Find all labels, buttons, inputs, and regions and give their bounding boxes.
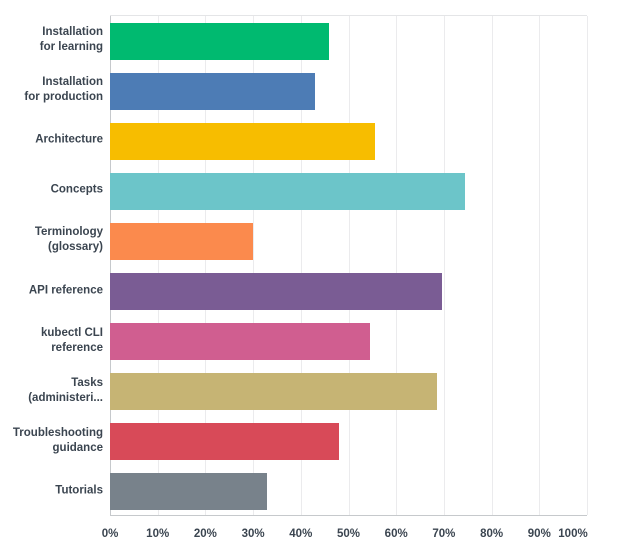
x-axis-tick-label: 10% xyxy=(146,528,170,540)
gridline xyxy=(443,16,445,515)
bar xyxy=(110,122,375,160)
x-axis-tick-label: 20% xyxy=(193,528,217,540)
x-axis-tick-label: 30% xyxy=(241,528,265,540)
y-axis-line xyxy=(110,16,111,515)
category-label: Concepts xyxy=(50,183,103,196)
gridline xyxy=(253,16,255,515)
x-axis-tick-label: 80% xyxy=(480,528,504,540)
x-axis-tick-label: 50% xyxy=(336,528,361,540)
category-label: Installation for production xyxy=(24,76,103,104)
x-axis-tick-label: 0% xyxy=(101,528,119,540)
category-label: Tutorials xyxy=(55,484,103,497)
gridline xyxy=(348,16,350,515)
gridline xyxy=(539,16,541,515)
gridline xyxy=(300,16,302,515)
x-axis-tick-label: 40% xyxy=(289,528,313,540)
category-label: Terminology (glossary) xyxy=(34,226,103,254)
x-axis-tick-label: 100% xyxy=(558,528,588,540)
x-axis-tick-label: 90% xyxy=(527,528,551,540)
bar xyxy=(110,423,339,461)
category-label: Architecture xyxy=(35,133,103,146)
category-label: API reference xyxy=(28,284,103,297)
gridline xyxy=(491,16,493,515)
gridline xyxy=(587,16,588,515)
bar xyxy=(110,323,370,361)
category-label: Tasks (administeri... xyxy=(28,376,103,404)
gridline xyxy=(396,16,398,515)
bar xyxy=(110,22,330,60)
gridline xyxy=(157,16,159,515)
plot-area xyxy=(110,15,588,516)
x-axis-tick-label: 70% xyxy=(432,528,456,540)
category-label: Installation for learning xyxy=(39,26,103,54)
bar xyxy=(110,172,466,210)
x-axis-tick-label: 60% xyxy=(384,528,408,540)
bar xyxy=(110,222,254,260)
bar xyxy=(110,373,437,411)
gridline xyxy=(205,16,207,515)
bar xyxy=(110,473,268,511)
bar xyxy=(110,72,316,110)
bar xyxy=(110,273,442,311)
category-label: Troubleshooting guidance xyxy=(12,426,103,454)
category-label: kubectl CLI reference xyxy=(41,326,103,354)
